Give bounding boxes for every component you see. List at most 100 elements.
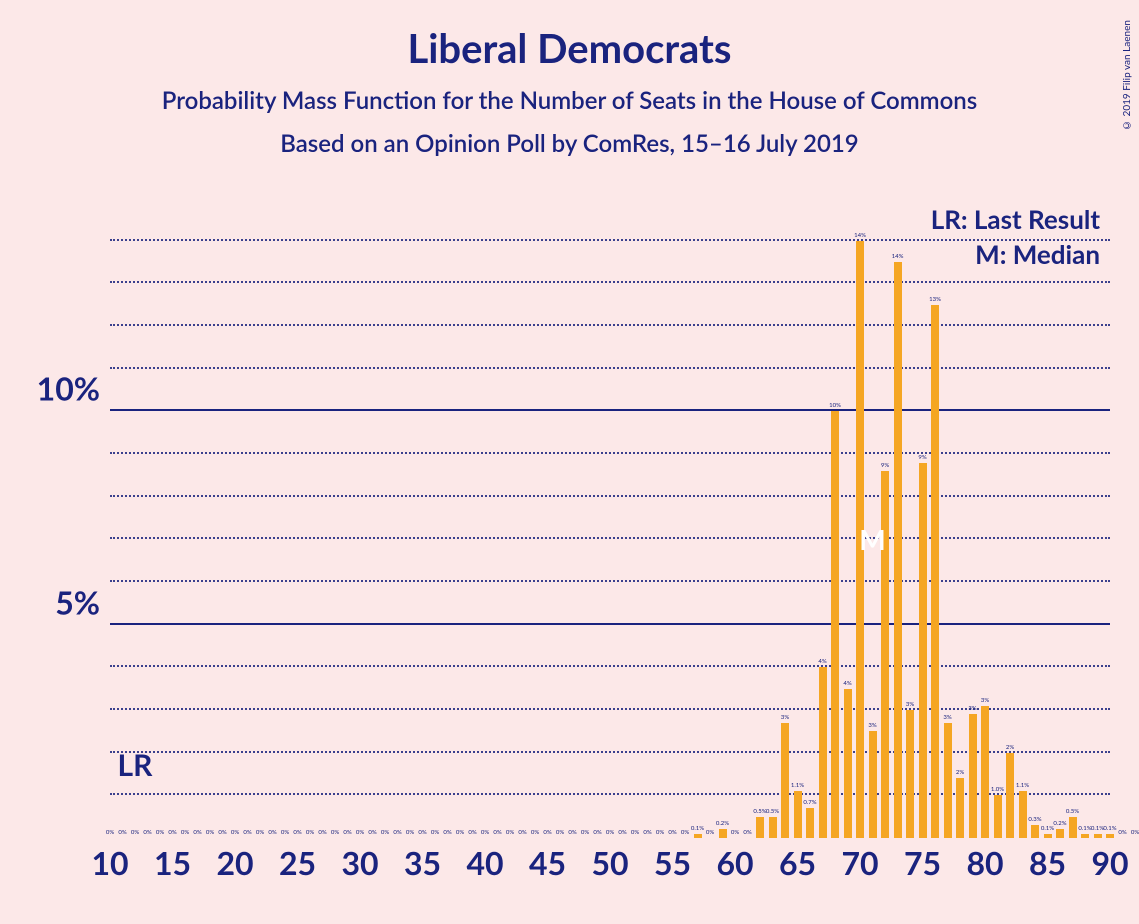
bar-value-label: 0%: [431, 829, 439, 836]
bar: [1081, 834, 1089, 838]
bar-value-label: 13%: [929, 296, 941, 303]
x-axis-label: 55: [654, 843, 691, 882]
bar-value-label: 0%: [281, 829, 289, 836]
bar: [906, 710, 914, 838]
bar-value-label: 10%: [829, 402, 841, 409]
bar: [819, 667, 827, 838]
bar: [719, 829, 727, 838]
bar-value-label: 0%: [568, 829, 576, 836]
x-axis-label: 20: [216, 843, 253, 882]
x-axis-label: 50: [591, 843, 628, 882]
gridline-minor: [110, 708, 1110, 710]
bar-value-label: 0%: [631, 829, 639, 836]
bar-value-label: 0%: [618, 829, 626, 836]
bar-value-label: 0%: [543, 829, 551, 836]
bar: [756, 817, 764, 838]
x-axis-label: 35: [404, 843, 441, 882]
bar: [944, 723, 952, 838]
bar: [794, 791, 802, 838]
bar-value-label: 0%: [1131, 829, 1139, 836]
bar: [969, 714, 977, 838]
bar-value-label: 0%: [606, 829, 614, 836]
bar: [1094, 834, 1102, 838]
bar-value-label: 0%: [243, 829, 251, 836]
gridline-minor: [110, 281, 1110, 283]
bar-value-label: 0%: [593, 829, 601, 836]
bar-value-label: 0%: [256, 829, 264, 836]
gridline-major: [110, 409, 1110, 411]
bar-value-label: 0.1%: [1078, 825, 1091, 832]
bar-value-label: 0%: [343, 829, 351, 836]
bar: [781, 723, 789, 838]
bar-value-label: 0%: [368, 829, 376, 836]
bar-value-label: 0%: [518, 829, 526, 836]
bar-value-label: 0%: [481, 829, 489, 836]
chart-title: Liberal Democrats: [0, 0, 1139, 72]
bar-value-label: 0%: [268, 829, 276, 836]
bar: [931, 305, 939, 838]
gridline-major: [110, 623, 1110, 625]
bar-value-label: 0%: [731, 829, 739, 836]
bar-value-label: 0%: [331, 829, 339, 836]
bar: [1069, 817, 1077, 838]
legend-last-result: LR: Last Result: [931, 203, 1100, 235]
lr-marker: LR: [118, 747, 153, 783]
gridline-minor: [110, 239, 1110, 241]
bar-value-label: 0%: [131, 829, 139, 836]
bar-value-label: 0.2%: [1053, 820, 1066, 827]
bar-value-label: 0%: [293, 829, 301, 836]
gridline-minor: [110, 452, 1110, 454]
bar-value-label: 0%: [168, 829, 176, 836]
gridline-minor: [110, 495, 1110, 497]
bar-value-label: 0%: [656, 829, 664, 836]
bar-value-label: 0%: [356, 829, 364, 836]
chart-subtitle-1: Probability Mass Function for the Number…: [0, 86, 1139, 115]
bar-value-label: 3%: [943, 714, 951, 721]
bar-value-label: 0.5%: [766, 808, 779, 815]
bar-value-label: 0%: [1118, 829, 1126, 836]
gridline-minor: [110, 580, 1110, 582]
plot-area: 5%10%10152025303540455055606570758085900…: [110, 198, 1110, 838]
bar-value-label: 14%: [854, 232, 866, 239]
y-axis-label: 5%: [55, 582, 100, 621]
bar-value-label: 3%: [968, 705, 976, 712]
bar: [919, 463, 927, 838]
bar: [869, 731, 877, 838]
bar-value-label: 0%: [581, 829, 589, 836]
bar-value-label: 1.0%: [991, 786, 1004, 793]
bar-value-label: 2%: [1006, 744, 1014, 751]
bar-value-label: 0%: [531, 829, 539, 836]
bar-value-label: 0.2%: [716, 820, 729, 827]
x-axis-label: 10: [91, 843, 128, 882]
gridline-minor: [110, 537, 1110, 539]
bar-value-label: 0%: [143, 829, 151, 836]
bar-value-label: 0%: [381, 829, 389, 836]
legend-median: M: Median: [975, 238, 1100, 270]
bar-value-label: 0%: [218, 829, 226, 836]
gridline-minor: [110, 665, 1110, 667]
bar-value-label: 0.1%: [1103, 825, 1116, 832]
bar-value-label: 3%: [981, 697, 989, 704]
y-axis-label: 10%: [37, 369, 100, 408]
x-axis-label: 70: [841, 843, 878, 882]
bar-value-label: 0%: [406, 829, 414, 836]
bar-value-label: 14%: [892, 253, 904, 260]
bar-value-label: 9%: [881, 462, 889, 469]
x-axis-label: 65: [779, 843, 816, 882]
bar-value-label: 0%: [706, 829, 714, 836]
bar-value-label: 0%: [231, 829, 239, 836]
bar-value-label: 0%: [643, 829, 651, 836]
bar-value-label: 0%: [506, 829, 514, 836]
bar-value-label: 0.5%: [1066, 808, 1079, 815]
bar-value-label: 0%: [456, 829, 464, 836]
bar-value-label: 3%: [906, 701, 914, 708]
copyright-text: © 2019 Filip van Laenen: [1121, 20, 1133, 131]
x-axis-label: 15: [154, 843, 191, 882]
x-axis-label: 75: [904, 843, 941, 882]
bar: [894, 262, 902, 838]
bar: [956, 778, 964, 838]
bar-value-label: 1.1%: [1016, 782, 1029, 789]
bar: [1031, 825, 1039, 838]
bar-value-label: 0%: [493, 829, 501, 836]
bar: [1106, 834, 1114, 838]
